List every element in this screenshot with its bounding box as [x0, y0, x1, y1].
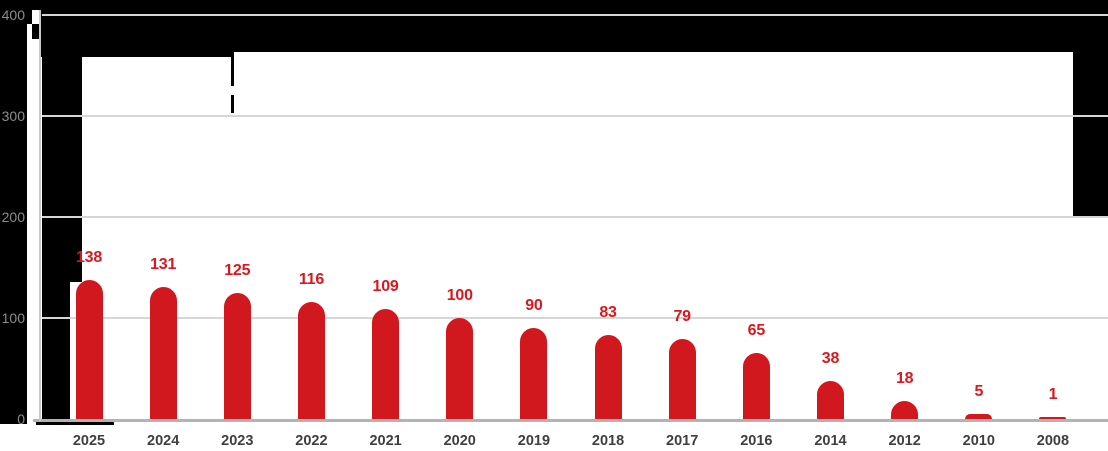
bar [223, 292, 251, 419]
bar-value-label: 5 [974, 382, 984, 400]
black-overlay-rect [70, 57, 82, 282]
bar [75, 279, 103, 419]
bar [520, 328, 548, 419]
black-overlay-rect [0, 10, 32, 24]
black-overlay-rect [231, 95, 234, 113]
bar [817, 380, 844, 419]
x-axis-tick-label: 2014 [814, 433, 847, 449]
x-axis-tick-label: 2010 [962, 433, 995, 449]
bar [446, 318, 474, 419]
bar-value-label: 79 [673, 308, 691, 326]
bar [1039, 416, 1067, 419]
y-axis-line [39, 10, 41, 421]
black-overlay-rect [42, 52, 70, 424]
bar-value-label: 138 [75, 248, 103, 266]
black-overlay-rect [1073, 52, 1108, 217]
gridline [42, 115, 1108, 117]
bar [149, 286, 177, 419]
bar [891, 400, 919, 419]
bar [668, 339, 696, 419]
y-axis-tick-label: 400 [1, 7, 25, 23]
black-overlay-rect [41, 10, 233, 57]
x-axis-tick-label: 2022 [295, 433, 328, 449]
x-axis-tick-label: 2023 [221, 433, 254, 449]
x-axis-tick-label: 2024 [147, 433, 180, 449]
bar-value-label: 38 [821, 349, 840, 367]
bar-value-label: 100 [446, 287, 473, 304]
bar [372, 308, 400, 419]
gridline [42, 216, 1108, 218]
y-axis-tick-label: 300 [1, 108, 25, 124]
bar [594, 335, 622, 419]
x-axis-tick-label: 2017 [666, 433, 699, 449]
x-axis-tick-label: 2025 [72, 433, 106, 449]
bar-value-label: 125 [224, 261, 251, 279]
bar-value-label: 90 [525, 297, 543, 315]
bar-value-label: 131 [150, 255, 177, 273]
bar-value-label: 18 [895, 369, 914, 387]
black-overlay-rect [233, 10, 1108, 52]
bar-value-label: 1 [1048, 385, 1058, 403]
y-axis-tick-label: 100 [1, 310, 25, 326]
x-axis-tick-label: 2008 [1036, 433, 1070, 449]
x-axis-tick-label: 2018 [591, 433, 625, 449]
x-axis-tick-label: 2016 [740, 433, 773, 449]
x-axis-line [33, 419, 1108, 422]
gridline [42, 14, 1108, 16]
bar [297, 301, 325, 419]
x-axis-tick-label: 2012 [888, 433, 921, 449]
black-overlay-rect [231, 52, 234, 86]
bar [742, 353, 770, 419]
gridline [42, 317, 1108, 319]
x-axis-tick-label: 2020 [443, 433, 476, 449]
bar-value-label: 116 [298, 270, 325, 288]
black-overlay-rect [36, 421, 114, 425]
x-axis-tick-label: 2019 [517, 433, 551, 449]
y-axis-tick-label: 200 [1, 209, 25, 225]
x-axis-tick-label: 2021 [369, 433, 402, 449]
bar-value-label: 109 [372, 277, 399, 295]
black-overlay-rect [0, 24, 27, 424]
bar [965, 413, 993, 419]
black-overlay-rect [32, 24, 42, 39]
y-axis-tick-label: 0 [17, 411, 25, 427]
black-overlay-rect [0, 0, 1108, 10]
bar-value-label: 65 [747, 322, 766, 340]
bar-value-label: 83 [599, 304, 617, 322]
